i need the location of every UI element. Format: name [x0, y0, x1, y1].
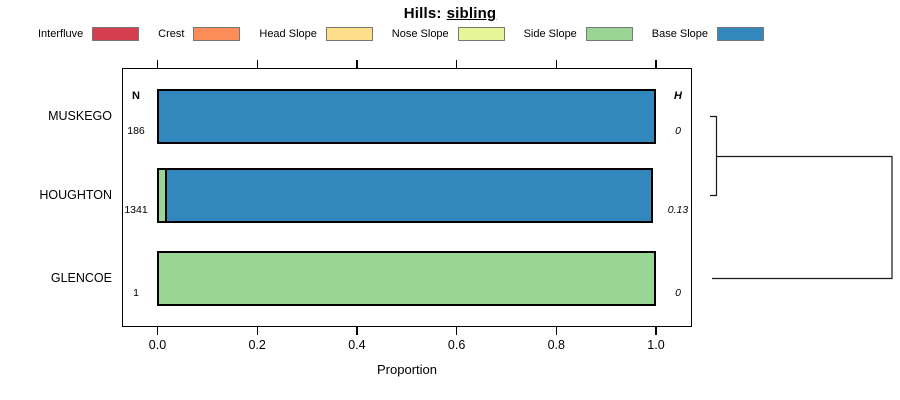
legend-label: Crest	[158, 28, 185, 40]
legend-swatch-base-slope	[717, 27, 764, 41]
category-label-houghton: HOUGHTON	[39, 187, 112, 202]
legend-swatch-interfluve	[92, 27, 140, 41]
dendrogram-lines	[710, 115, 893, 280]
title-prefix: Hills:	[403, 5, 442, 22]
bottom-axis-tick	[555, 327, 557, 335]
chart-title: Hills: sibling	[0, 5, 900, 22]
n-value-muskego: 186	[127, 125, 145, 137]
legend-swatch-crest	[193, 27, 241, 41]
legend-swatch-side-slope	[585, 27, 633, 41]
legend-label: Nose Slope	[391, 28, 449, 40]
x-axis-title: Proportion	[377, 362, 437, 377]
legend-label: Side Slope	[523, 28, 577, 40]
bottom-axis-tick	[156, 327, 159, 335]
top-axis-tick	[256, 60, 258, 68]
top-axis-tick	[655, 60, 657, 68]
x-tick-label: 0.2	[248, 338, 266, 352]
legend-item-side-slope: Side Slope	[524, 27, 633, 41]
legend-item-nose-slope: Nose Slope	[392, 27, 505, 41]
title-emphasis: sibling	[446, 5, 497, 22]
bottom-axis-tick	[655, 327, 657, 335]
x-tick-label: 0.8	[547, 338, 565, 352]
bar-houghton	[157, 168, 654, 223]
h-column-header: H	[674, 90, 682, 102]
bottom-axis-tick	[256, 327, 258, 335]
bar-segment-side-slope	[157, 251, 656, 306]
top-axis-tick	[356, 60, 358, 68]
h-value-muskego: 0	[675, 125, 681, 137]
category-label-glencoe: GLENCOE	[50, 270, 112, 285]
n-column-header: N	[132, 90, 140, 102]
n-value-glencoe: 1	[133, 287, 139, 299]
legend: Interfluve Crest Head Slope Nose Slope Side …	[38, 26, 764, 42]
legend-swatch-nose-slope	[457, 27, 505, 41]
x-tick-label: 0.0	[148, 338, 167, 352]
bar-muskego	[157, 89, 656, 144]
bar-glencoe	[157, 251, 656, 306]
legend-item-crest: Crest	[158, 27, 241, 41]
legend-swatch-head-slope	[325, 27, 373, 41]
x-tick-label: 1.0	[647, 338, 665, 352]
n-value-houghton: 1341	[124, 204, 148, 216]
legend-label: Interfluve	[38, 28, 84, 40]
legend-item-base-slope: Base Slope	[652, 27, 764, 41]
h-value-houghton: 0.13	[667, 204, 689, 216]
bottom-axis-tick	[356, 327, 358, 335]
category-label-muskego: MUSKEGO	[48, 108, 112, 123]
bar-segment-base-slope	[164, 168, 654, 223]
bottom-axis-tick	[455, 327, 458, 335]
x-tick-label: 0.4	[348, 338, 366, 352]
legend-item-interfluve: Interfluve	[38, 27, 140, 41]
bar-segment-base-slope	[157, 89, 656, 144]
top-axis-tick	[555, 60, 557, 68]
h-value-glencoe: 0	[675, 287, 681, 299]
legend-label: Base Slope	[651, 28, 708, 40]
legend-item-head-slope: Head Slope	[259, 27, 373, 41]
top-axis-tick	[156, 60, 159, 68]
top-axis-tick	[455, 60, 458, 68]
legend-label: Head Slope	[259, 28, 317, 40]
x-tick-label: 0.6	[447, 338, 466, 352]
